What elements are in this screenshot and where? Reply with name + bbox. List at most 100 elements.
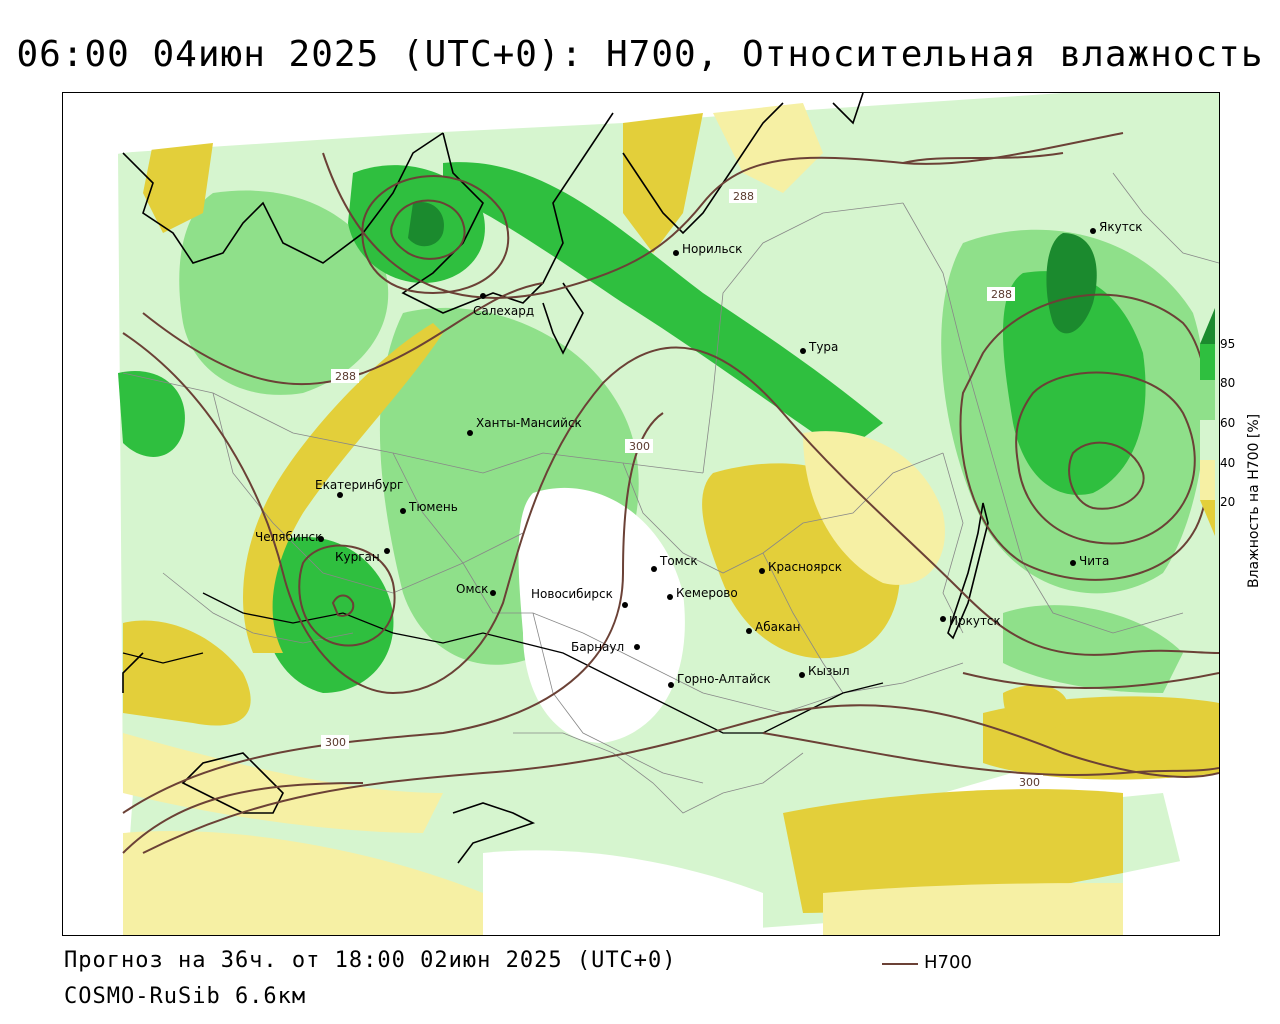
field-no-data-south <box>1123 853 1219 935</box>
city-label: Новосибирск <box>531 587 613 601</box>
colorbar-tick: 95 <box>1220 337 1235 351</box>
city-label: Кызыл <box>808 664 850 678</box>
city-label: Курган <box>335 550 380 564</box>
field-dark-green-cyclone <box>408 202 444 247</box>
field-no-data-north <box>63 93 423 163</box>
city-dot <box>622 602 628 608</box>
city-label: Кемерово <box>676 586 738 600</box>
colorbar-band <box>1200 420 1215 460</box>
city-dot <box>651 566 657 572</box>
city-label: Челябинск <box>255 530 322 544</box>
city-label: Екатеринбург <box>315 478 403 492</box>
contour-300-southeast <box>762 732 1219 776</box>
field-light-green-west <box>118 93 1219 853</box>
forecast-info: Прогноз на 36ч. от 18:00 02июн 2025 (UTC… <box>64 948 677 973</box>
field-yellow-far-south <box>123 831 483 935</box>
country-borders <box>122 592 884 734</box>
contour-300-main <box>122 332 1219 695</box>
contour-ne-low-outer <box>959 293 1213 581</box>
contour-label: 300 <box>629 440 650 453</box>
city-dot <box>746 628 752 634</box>
city-label: Чита <box>1079 554 1109 568</box>
field-yellow-south-band <box>123 733 443 833</box>
city-dot <box>759 568 765 574</box>
colorbar-title: Влажность на H700 [%] <box>1246 413 1262 588</box>
contour-label: 300 <box>1019 776 1040 789</box>
city-dot <box>480 293 486 299</box>
humidity-field <box>63 93 1219 935</box>
colorbar: 95 80 60 40 20 <box>1200 308 1246 552</box>
colorbar-tick: 40 <box>1220 456 1235 470</box>
city-dot <box>400 508 406 514</box>
field-green-yakutia-core <box>1003 271 1146 495</box>
city-label: Тура <box>808 340 838 354</box>
city-label: Омск <box>456 582 488 596</box>
city-dot <box>667 594 673 600</box>
contour-288-north <box>322 132 1124 299</box>
city-dot <box>800 348 806 354</box>
humidity-map: 288 288 288 300 300 300 Норильск Салехар… <box>62 92 1220 936</box>
city-dot <box>799 672 805 678</box>
field-dark-green-yakutia <box>1046 233 1097 334</box>
city-label: Норильск <box>682 242 742 256</box>
city-label: Тюмень <box>408 500 458 514</box>
contour-label: 288 <box>335 370 356 383</box>
colorbar-top-arrow <box>1200 308 1215 344</box>
contour-288-west <box>142 282 544 386</box>
field-yellow-north <box>623 113 703 253</box>
contour-label: 288 <box>733 190 754 203</box>
city-dot <box>634 644 640 650</box>
h700-legend-label: H700 <box>924 952 972 973</box>
field-yellow-baikal <box>1003 684 1069 733</box>
field-white-far-south <box>483 850 763 935</box>
colorbar-tick: 20 <box>1220 495 1235 509</box>
contour-300-south <box>122 412 664 814</box>
coastlines <box>122 93 989 864</box>
city-dot <box>490 590 496 596</box>
city-label: Ханты-Мансийск <box>476 416 582 430</box>
city-label: Абакан <box>755 620 800 634</box>
contour-cyclone-inner <box>390 199 466 260</box>
h700-legend-swatch <box>882 963 918 965</box>
h700-contours <box>122 132 1219 854</box>
colorbar-band <box>1200 460 1215 500</box>
city-dot <box>1090 228 1096 234</box>
colorbar-tick: 60 <box>1220 416 1235 430</box>
field-yellow-ural-diag <box>243 323 443 653</box>
city-label: Красноярск <box>768 560 842 574</box>
city-dot <box>673 250 679 256</box>
city-label: Салехард <box>473 304 534 318</box>
contour-288-northeast <box>902 152 1064 164</box>
map-title: 06:00 04июн 2025 (UTC+0): H700, Относите… <box>16 34 1264 75</box>
contour-east-south <box>962 672 1219 689</box>
field-yellow-far-northwest <box>143 143 213 233</box>
model-name: COSMO-RuSib 6.6км <box>64 984 307 1009</box>
field-yellow-west <box>123 620 251 726</box>
city-label: Барнаул <box>571 640 624 654</box>
field-yellow-southeast-large <box>783 789 1123 913</box>
city-dot <box>1070 560 1076 566</box>
contour-label: 300 <box>325 736 346 749</box>
field-yellow-southeast-light <box>823 883 1123 935</box>
field-yellow-northeast <box>713 103 823 193</box>
admin-borders <box>122 172 1219 814</box>
contour-ne-low-inner <box>1068 441 1145 510</box>
city-dot <box>940 616 946 622</box>
contour-labels: 288 288 288 300 300 300 <box>321 189 1043 789</box>
field-green-west-edge <box>118 371 185 457</box>
city-label: Горно-Алтайск <box>677 672 771 686</box>
contour-cyclone-outer <box>361 175 510 295</box>
city-dot <box>337 492 343 498</box>
contour-ne-low-mid <box>1015 371 1196 545</box>
colorbar-band <box>1200 344 1215 380</box>
city-label: Иркутск <box>949 614 1001 628</box>
field-green-north-band <box>443 162 883 453</box>
city-dot <box>668 682 674 688</box>
city-dot <box>467 430 473 436</box>
city-dot <box>318 536 324 542</box>
city-label: Томск <box>659 554 698 568</box>
city-markers: Норильск Салехард Якутск Тура Ханты-Манс… <box>255 220 1143 688</box>
colorbar-tick: 80 <box>1220 376 1235 390</box>
colorbar-band <box>1200 380 1215 420</box>
contour-label: 288 <box>991 288 1012 301</box>
